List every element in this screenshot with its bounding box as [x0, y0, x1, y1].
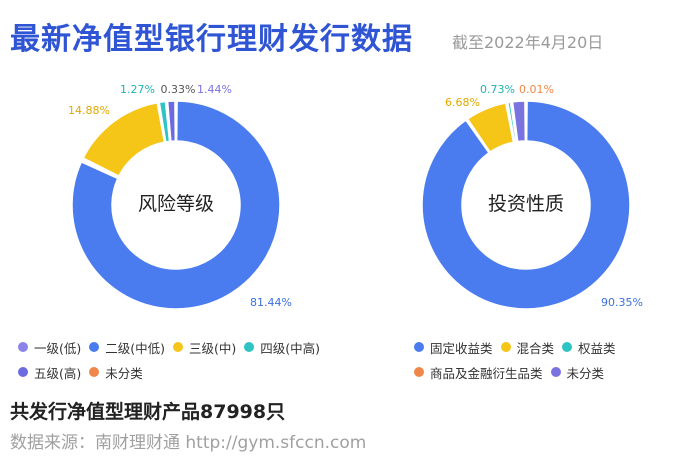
donut-slice	[511, 100, 527, 143]
slice-value-label: 1.44%	[197, 83, 232, 96]
legend-swatch	[244, 342, 255, 352]
legend-label: 二级(中低)	[105, 340, 166, 356]
legend-swatch	[18, 367, 28, 377]
risk-legend: 一级(低) 二级(中低) 三级(中) 四级(中高) 五级(高) 未分类	[18, 337, 328, 387]
legend-item: 固定收益类	[414, 338, 493, 357]
legend-item: 权益类	[562, 338, 616, 357]
nature-donut-center-label: 投资性质	[488, 193, 564, 215]
legend-label: 混合类	[516, 340, 555, 356]
donut-slice	[82, 101, 166, 178]
slice-value-label: 14.88%	[68, 104, 110, 117]
legend-label: 一级(低)	[34, 340, 82, 356]
donut-slice	[421, 100, 631, 310]
donut-slice	[166, 100, 177, 143]
legend-item: 未分类	[550, 363, 605, 382]
donut-slice	[466, 102, 515, 154]
legend-label: 商品及金融衍生品类	[430, 365, 543, 381]
date-note: 截至2022年4月20日	[452, 33, 604, 52]
nature-legend: 固定收益类 混合类 权益类 商品及金融衍生品类 未分类	[414, 337, 624, 387]
investment-nature-donut: 投资性质 90.35% 6.68%0.73% 0.01%	[421, 83, 643, 310]
donut-slice	[71, 100, 281, 310]
legend-swatch	[414, 342, 424, 352]
data-source-text: 数据来源：南财理财通 http://gym.sfccn.com	[10, 433, 367, 453]
total-products-text: 共发行净值型理财产品87998只	[10, 401, 286, 423]
legend-swatch	[562, 342, 573, 352]
donut-slice	[158, 100, 171, 143]
legend-swatch	[18, 342, 28, 352]
legend-label: 权益类	[578, 340, 616, 356]
legend-item: 一级(低)	[18, 338, 81, 357]
legend-label: 三级(中)	[189, 340, 237, 356]
legend-label: 四级(中高)	[260, 340, 321, 356]
slice-value-label: 6.68%	[445, 96, 480, 109]
legend-item: 二级(中低)	[89, 338, 165, 357]
legend-item: 三级(中)	[173, 338, 236, 357]
legend-item: 商品及金融衍生品类	[414, 363, 543, 382]
donut-charts: 风险等级 0.33% 81.44% 14.88% 1.27% 1.44% 投资性质 90…	[68, 83, 643, 310]
slice-value-label: 90.35%	[601, 296, 643, 309]
risk-donut-center-label: 风险等级	[138, 193, 214, 215]
legend-item: 四级(中高)	[244, 338, 320, 357]
legend-swatch	[414, 367, 424, 377]
page-title: 最新净值型银行理财发行数据	[10, 22, 413, 57]
slice-value-label: 1.27%	[120, 83, 155, 96]
legend-swatch	[89, 367, 100, 377]
legend-label: 未分类	[105, 365, 143, 381]
donut-slice	[506, 101, 518, 143]
legend-swatch	[500, 342, 511, 352]
risk-level-donut: 风险等级 0.33% 81.44% 14.88% 1.27% 1.44%	[68, 83, 292, 310]
legend-item: 混合类	[500, 338, 555, 357]
legend-swatch	[89, 342, 100, 352]
slice-value-label: 0.01%	[519, 83, 554, 96]
legend-label: 未分类	[566, 365, 605, 381]
legend-label: 五级(高)	[34, 365, 82, 381]
legend-item: 五级(高)	[18, 363, 81, 382]
slice-value-label: 0.73%	[480, 83, 515, 96]
slice-value-label: 0.33%	[161, 83, 196, 96]
slice-value-label: 81.44%	[250, 296, 292, 309]
legend-label: 固定收益类	[430, 340, 493, 356]
legend-item: 未分类	[89, 363, 143, 382]
legend-swatch	[173, 342, 184, 352]
legend-swatch	[550, 367, 561, 377]
